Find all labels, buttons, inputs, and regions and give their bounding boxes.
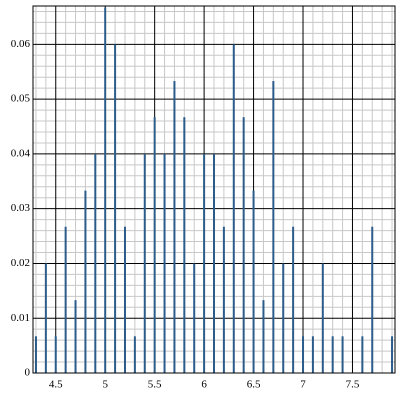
stem (54, 336, 57, 373)
stem (331, 336, 334, 373)
stem (252, 190, 255, 373)
stem (84, 190, 87, 373)
plot-frame (32, 5, 396, 374)
stem (272, 81, 275, 374)
stem (74, 300, 77, 373)
stem (203, 153, 206, 373)
stem (321, 263, 324, 373)
stem (143, 153, 146, 373)
stem (232, 44, 235, 373)
stem (34, 336, 37, 373)
stem (213, 153, 215, 373)
stem (222, 226, 225, 373)
y-tick-label: 0 (25, 367, 31, 379)
x-tick-label: 5.5 (148, 379, 162, 391)
x-tick-label: 7.5 (346, 379, 360, 391)
stem (153, 117, 156, 373)
stem (341, 336, 344, 373)
stem (133, 336, 136, 373)
stem (64, 226, 67, 373)
stem (242, 117, 245, 373)
stem (114, 44, 117, 373)
stem (163, 153, 166, 373)
stem (193, 263, 196, 373)
y-tick-label: 0.05 (11, 93, 31, 105)
y-tick-label: 0.06 (11, 38, 31, 50)
y-tick-label: 0.04 (11, 147, 31, 159)
stem (94, 153, 97, 373)
stem (311, 336, 314, 373)
stem (391, 336, 394, 373)
stem (104, 7, 107, 374)
stem (183, 117, 186, 373)
x-tick-label: 5 (102, 379, 108, 391)
y-tick-label: 0.03 (11, 202, 31, 214)
x-tick-label: 6.5 (247, 379, 261, 391)
stem (282, 263, 285, 373)
stem (302, 336, 305, 373)
x-tick-label: 6 (201, 379, 207, 391)
stem (361, 336, 364, 373)
stem (44, 263, 47, 373)
stem (173, 81, 176, 374)
y-tick-label: 0.02 (11, 257, 30, 269)
stem (371, 226, 374, 373)
stem (292, 226, 295, 373)
stem (262, 300, 265, 373)
x-tick-label: 7 (300, 379, 306, 391)
stem (123, 226, 126, 373)
y-tick-label: 0.01 (11, 312, 30, 324)
x-tick-label: 4.5 (49, 379, 63, 391)
